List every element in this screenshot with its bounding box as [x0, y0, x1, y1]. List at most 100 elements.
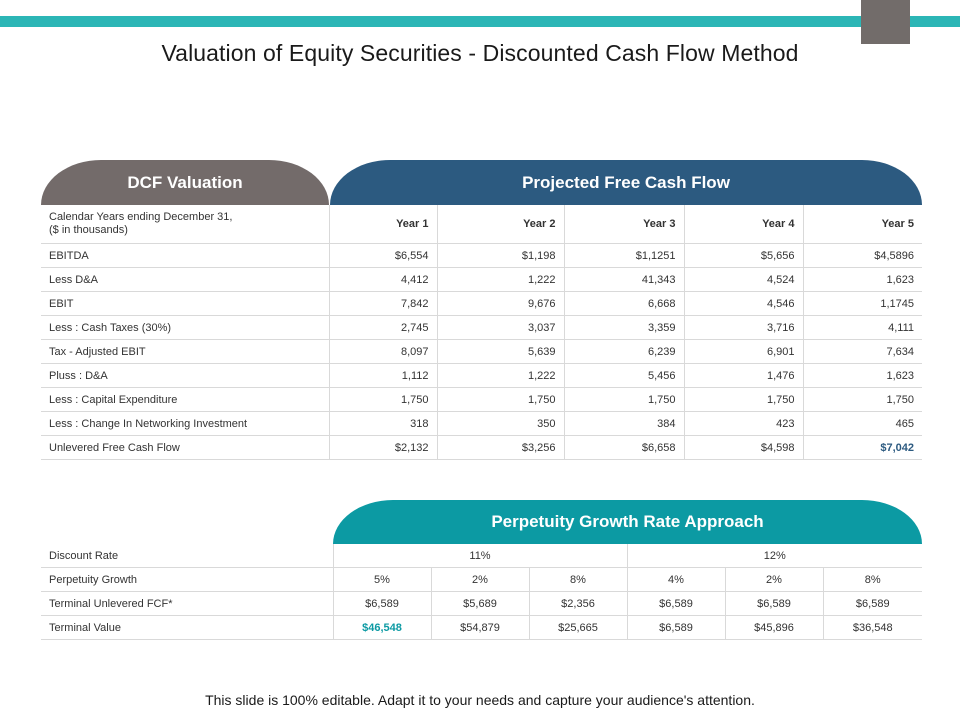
- table-cell: 4,524: [684, 267, 804, 292]
- table-cell: 6,239: [564, 339, 685, 364]
- table-cell: 3,359: [564, 315, 685, 340]
- table-row: Terminal Unlevered FCF* $6,589 $5,689 $2,35…: [41, 591, 922, 616]
- table-cell: 1,222: [437, 363, 565, 388]
- table-cell: 423: [684, 411, 804, 436]
- table-cell: 8,097: [329, 339, 438, 364]
- row-label: Less D&A: [41, 267, 330, 292]
- table-cell: 2,745: [329, 315, 438, 340]
- year-header: Year 3: [564, 205, 685, 244]
- table-cell: 3,037: [437, 315, 565, 340]
- table-cell: 384: [564, 411, 685, 436]
- perpetuity-table: Discount Rate 11% 12% Perpetuity Growth 5…: [41, 544, 922, 640]
- table-cell: 1,750: [564, 387, 685, 412]
- row-label: Terminal Value: [41, 615, 334, 640]
- table-row: EBIT 7,842 9,676 6,668 4,546 1,1745: [41, 291, 922, 316]
- table-cell: $45,896: [725, 615, 824, 640]
- table-cell: $6,658: [564, 435, 685, 460]
- row-label: Less : Change In Networking Investment: [41, 411, 330, 436]
- discount-rate-cell: 12%: [763, 549, 786, 562]
- table-cell: 1,222: [437, 267, 565, 292]
- dcf-valuation-header: DCF Valuation: [41, 160, 329, 205]
- table-cell: $25,665: [529, 615, 628, 640]
- table-cell: 1,112: [329, 363, 438, 388]
- year-header: Year 2: [437, 205, 565, 244]
- row-label: EBIT: [41, 291, 330, 316]
- table-cell: 4,412: [329, 267, 438, 292]
- table-cell: $1,1251: [564, 243, 685, 268]
- table-cell: 1,476: [684, 363, 804, 388]
- row-label: Pluss : D&A: [41, 363, 330, 388]
- discount-rate-cell: 11%: [333, 544, 628, 568]
- table-cell: 1,623: [886, 369, 914, 382]
- table-cell: $5,656: [684, 243, 804, 268]
- table-row: Less D&A 4,412 1,222 41,343 4,524 1,623: [41, 267, 922, 292]
- table-cell: 2%: [725, 567, 824, 592]
- table-cell: 5,639: [437, 339, 565, 364]
- table-row: EBITDA $6,554 $1,198 $1,1251 $5,656 $4,5896: [41, 243, 922, 268]
- table-cell: $2,356: [529, 591, 628, 616]
- row-label: Less : Capital Expenditure: [41, 387, 330, 412]
- table-cell: 4,546: [684, 291, 804, 316]
- table-cell: 318: [329, 411, 438, 436]
- row-label: Unlevered Free Cash Flow: [41, 435, 330, 460]
- table-row: Tax - Adjusted EBIT 8,097 5,639 6,239 6,901 7…: [41, 339, 922, 364]
- table-row: Terminal Value $46,548 $54,879 $25,665 $6,58…: [41, 615, 922, 640]
- table-cell: 5,456: [564, 363, 685, 388]
- table-cell: 350: [437, 411, 565, 436]
- table-cell: 7,842: [329, 291, 438, 316]
- table-cell: $6,589: [855, 597, 890, 610]
- table-row: Pluss : D&A 1,112 1,222 5,456 1,476 1,623: [41, 363, 922, 388]
- table-cell: $2,132: [329, 435, 438, 460]
- table-cell: 6,668: [564, 291, 685, 316]
- table-cell: $6,589: [627, 615, 726, 640]
- year-header: Year 5: [881, 218, 914, 230]
- table-cell: $5,689: [431, 591, 530, 616]
- header-label-line2: ($ in thousands): [49, 224, 128, 236]
- fcf-table: Calendar Years ending December 31, ($ in…: [41, 205, 922, 460]
- table-cell: $3,256: [437, 435, 565, 460]
- corner-block: [861, 0, 910, 44]
- table-cell: $6,589: [627, 591, 726, 616]
- year-header: Year 1: [329, 205, 438, 244]
- table-row: Less : Change In Networking Investment 31…: [41, 411, 922, 436]
- table-cell: $46,548: [333, 615, 432, 640]
- table-cell: $4,598: [684, 435, 804, 460]
- year-header: Year 4: [684, 205, 804, 244]
- table-row: Less : Cash Taxes (30%) 2,745 3,037 3,359 3,…: [41, 315, 922, 340]
- fcf-header-label: Calendar Years ending December 31, ($ in…: [41, 205, 330, 244]
- table-cell: $54,879: [431, 615, 530, 640]
- table-cell: $6,554: [329, 243, 438, 268]
- table-cell: 5%: [333, 567, 432, 592]
- table-cell: 1,750: [437, 387, 565, 412]
- table-cell: 465: [895, 417, 914, 430]
- discount-rate-row: Discount Rate 11% 12%: [41, 544, 922, 568]
- table-cell: $1,198: [437, 243, 565, 268]
- table-cell: $36,548: [852, 621, 893, 634]
- row-label: Perpetuity Growth: [41, 567, 334, 592]
- table-cell: 1,750: [684, 387, 804, 412]
- table-row: Perpetuity Growth 5% 2% 8% 4% 2% 8%: [41, 567, 922, 592]
- row-label: EBITDA: [41, 243, 330, 268]
- table-cell: 2%: [431, 567, 530, 592]
- table-cell: $6,589: [333, 591, 432, 616]
- table-cell: $6,589: [725, 591, 824, 616]
- header-label-line1: Calendar Years ending December 31,: [49, 211, 233, 223]
- table-cell: 7,634: [886, 345, 914, 358]
- table-cell: 41,343: [564, 267, 685, 292]
- table-cell: 3,716: [684, 315, 804, 340]
- table-cell: 4,111: [888, 321, 914, 334]
- footer-note: This slide is 100% editable. Adapt it to…: [205, 692, 755, 708]
- table-cell: 1,1745: [880, 297, 914, 310]
- table-cell: 8%: [529, 567, 628, 592]
- table-cell: $4,5896: [874, 249, 914, 262]
- table-row: Unlevered Free Cash Flow $2,132 $3,256 $6,6…: [41, 435, 922, 460]
- table-cell: 1,623: [886, 273, 914, 286]
- table-cell: 1,750: [329, 387, 438, 412]
- table-cell: $7,042: [880, 441, 914, 454]
- perpetuity-header: Perpetuity Growth Rate Approach: [333, 500, 922, 544]
- table-cell: 9,676: [437, 291, 565, 316]
- table-row: Less : Capital Expenditure 1,750 1,750 1,75…: [41, 387, 922, 412]
- table-cell: 4%: [627, 567, 726, 592]
- row-label: Less : Cash Taxes (30%): [41, 315, 330, 340]
- fcf-header-row: Calendar Years ending December 31, ($ in…: [41, 205, 922, 244]
